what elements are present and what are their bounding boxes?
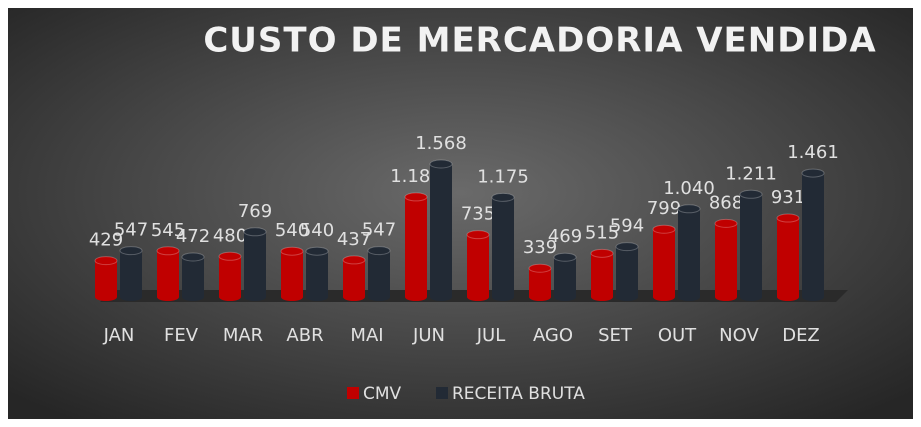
bar <box>653 225 675 301</box>
background <box>8 8 913 419</box>
value-label: 868 <box>709 192 743 213</box>
value-label: 472 <box>176 226 210 247</box>
bar-top <box>677 204 701 214</box>
bar-top <box>528 263 552 273</box>
value-label: 1.568 <box>415 133 467 154</box>
bar <box>802 169 824 301</box>
value-label: 545 <box>151 220 185 241</box>
bar-top <box>404 192 428 202</box>
value-label: 931 <box>771 187 805 208</box>
bar <box>715 219 737 301</box>
x-tick-label: DEZ <box>782 325 820 346</box>
value-label: 1.461 <box>787 142 839 163</box>
bar-top <box>553 252 577 262</box>
bar-top <box>466 230 490 240</box>
bar-top <box>342 255 366 265</box>
bar-top <box>652 224 676 234</box>
value-label: 339 <box>523 237 557 258</box>
bar-top <box>218 251 242 261</box>
bar <box>405 192 427 301</box>
bar <box>157 246 179 301</box>
legend-label: RECEITA BRUTA <box>452 384 585 404</box>
bar <box>368 246 390 301</box>
value-label: 735 <box>461 204 495 225</box>
bar <box>591 249 613 301</box>
bar-top <box>739 189 763 199</box>
bar-top <box>305 246 329 256</box>
bar <box>492 193 515 301</box>
x-tick-label: FEV <box>164 325 199 346</box>
x-tick-label: JUN <box>412 325 445 346</box>
x-tick-label: JAN <box>103 325 135 346</box>
value-label: 540 <box>275 220 309 241</box>
bar-top <box>156 246 180 256</box>
x-tick-label: NOV <box>719 325 759 346</box>
value-label: 1.211 <box>725 163 777 184</box>
bar <box>467 230 489 301</box>
value-label: 769 <box>238 201 272 222</box>
legend-label: CMV <box>363 384 402 404</box>
bar-top <box>590 248 614 258</box>
legend-swatch <box>436 387 448 399</box>
bar <box>616 242 638 301</box>
bar-top <box>280 246 304 256</box>
value-label: 429 <box>89 230 123 251</box>
bar-top <box>94 256 118 266</box>
bar-top <box>119 246 143 256</box>
bar <box>219 252 241 301</box>
bar <box>430 160 452 301</box>
value-label: 799 <box>647 198 681 219</box>
x-tick-label: MAI <box>350 325 383 346</box>
bar-top <box>776 213 800 223</box>
bar-top <box>615 242 639 252</box>
bar-top <box>714 218 738 228</box>
bar <box>554 253 576 301</box>
value-label: 594 <box>610 216 644 237</box>
bar-top <box>243 227 267 237</box>
bar-top <box>491 192 515 202</box>
value-label: 540 <box>300 220 334 241</box>
value-label: 1.040 <box>663 178 715 199</box>
value-label: 437 <box>337 229 371 250</box>
x-tick-label: ABR <box>286 325 323 346</box>
value-label: 469 <box>548 226 582 247</box>
bar <box>281 247 303 301</box>
legend-swatch <box>347 387 359 399</box>
bar-top <box>801 168 825 178</box>
x-tick-label: JUL <box>476 325 506 346</box>
x-tick-label: SET <box>598 325 633 346</box>
value-label: 1.175 <box>477 166 529 187</box>
value-label: 1.180 <box>390 166 442 187</box>
bar <box>306 247 328 301</box>
bar-top <box>429 159 453 169</box>
bar <box>777 214 799 301</box>
x-tick-label: AGO <box>533 325 573 346</box>
bar <box>678 204 700 301</box>
bar-top <box>367 246 391 256</box>
value-label: 547 <box>362 220 396 241</box>
bar <box>343 255 365 301</box>
x-tick-label: MAR <box>223 325 263 346</box>
value-label: 480 <box>213 225 247 246</box>
bar <box>95 256 117 301</box>
x-tick-label: OUT <box>658 325 697 346</box>
bar <box>244 227 266 301</box>
chart-title: CUSTO DE MERCADORIA VENDIDA <box>203 21 876 61</box>
bar <box>120 246 142 301</box>
bar <box>740 190 762 301</box>
bar-top <box>181 252 205 262</box>
value-label: 547 <box>114 220 148 241</box>
bar <box>182 252 204 301</box>
bar <box>529 264 551 301</box>
value-label: 515 <box>585 222 619 243</box>
